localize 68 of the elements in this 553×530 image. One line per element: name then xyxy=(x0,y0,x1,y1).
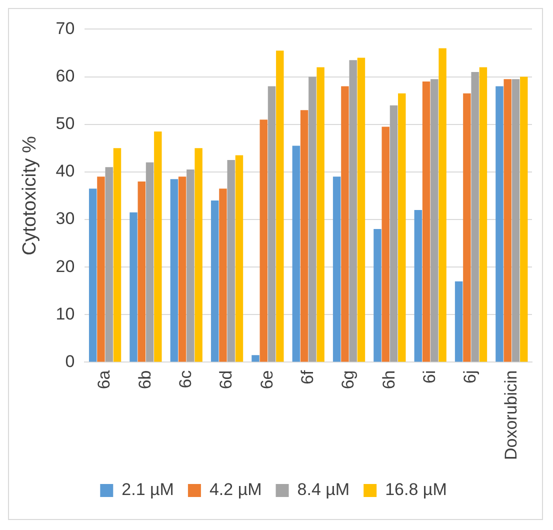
bar xyxy=(146,162,154,362)
legend-label: 2.1 µM xyxy=(122,480,174,500)
x-tick-label: 6g xyxy=(338,370,358,390)
x-tick-label: 6h xyxy=(379,370,398,390)
bar xyxy=(113,148,122,362)
y-tick-label: 50 xyxy=(56,114,75,134)
bar xyxy=(430,79,438,362)
bar xyxy=(138,181,146,362)
y-tick-label: 10 xyxy=(56,304,75,324)
bar xyxy=(308,76,316,362)
y-tick-label: 70 xyxy=(56,18,75,38)
bar xyxy=(260,120,268,362)
bar xyxy=(276,50,284,362)
x-tick-label: 6f xyxy=(298,370,318,384)
bar xyxy=(341,86,349,362)
bar xyxy=(438,48,446,362)
bar xyxy=(471,72,479,362)
bar xyxy=(219,188,227,362)
bar xyxy=(170,179,178,362)
bar xyxy=(88,188,97,362)
bar xyxy=(235,155,244,362)
bar xyxy=(398,93,406,362)
y-tick-label: 20 xyxy=(56,256,75,276)
bar xyxy=(292,146,300,362)
y-tick-label: 0 xyxy=(65,352,75,371)
legend-label: 16.8 µM xyxy=(385,480,447,500)
y-tick-label: 30 xyxy=(56,209,75,228)
x-tick-label: 6a xyxy=(94,370,114,390)
bar xyxy=(105,167,113,362)
bar xyxy=(300,110,308,362)
bar xyxy=(194,148,202,362)
bar xyxy=(463,93,471,362)
legend-label: 8.4 µM xyxy=(297,480,350,500)
bar xyxy=(496,86,504,362)
bar xyxy=(97,176,105,362)
bar xyxy=(316,67,324,362)
bar xyxy=(268,86,276,362)
bar xyxy=(479,67,488,362)
x-tick-label: Doxorubicin xyxy=(501,370,520,460)
bar xyxy=(374,229,382,362)
bar xyxy=(422,82,430,362)
bar xyxy=(252,355,260,362)
x-tick-label: 6d xyxy=(216,370,236,390)
x-tick-label: 6e xyxy=(257,370,276,390)
x-tick-label: 6b xyxy=(135,370,154,390)
bar xyxy=(154,131,162,362)
x-tick-label: 6i xyxy=(420,370,440,384)
bar xyxy=(349,60,357,362)
x-tick-label: 6j xyxy=(460,370,480,384)
legend-label: 4.2 µM xyxy=(209,480,262,500)
y-axis-title: Cytotoxicity % xyxy=(20,136,41,256)
bar xyxy=(332,176,341,362)
bar xyxy=(227,160,235,362)
y-tick-label: 60 xyxy=(56,66,75,86)
bar xyxy=(390,105,398,362)
bar xyxy=(382,126,390,362)
bar xyxy=(178,176,186,362)
bar xyxy=(210,200,219,362)
y-tick-label: 40 xyxy=(56,162,75,181)
bar xyxy=(504,79,512,362)
bar xyxy=(414,210,422,362)
bar xyxy=(520,76,528,362)
bar xyxy=(512,79,520,362)
bar xyxy=(186,170,194,362)
bar xyxy=(130,212,138,362)
bar xyxy=(454,281,463,362)
x-tick-label: 6c xyxy=(176,370,196,388)
bar xyxy=(357,58,366,362)
